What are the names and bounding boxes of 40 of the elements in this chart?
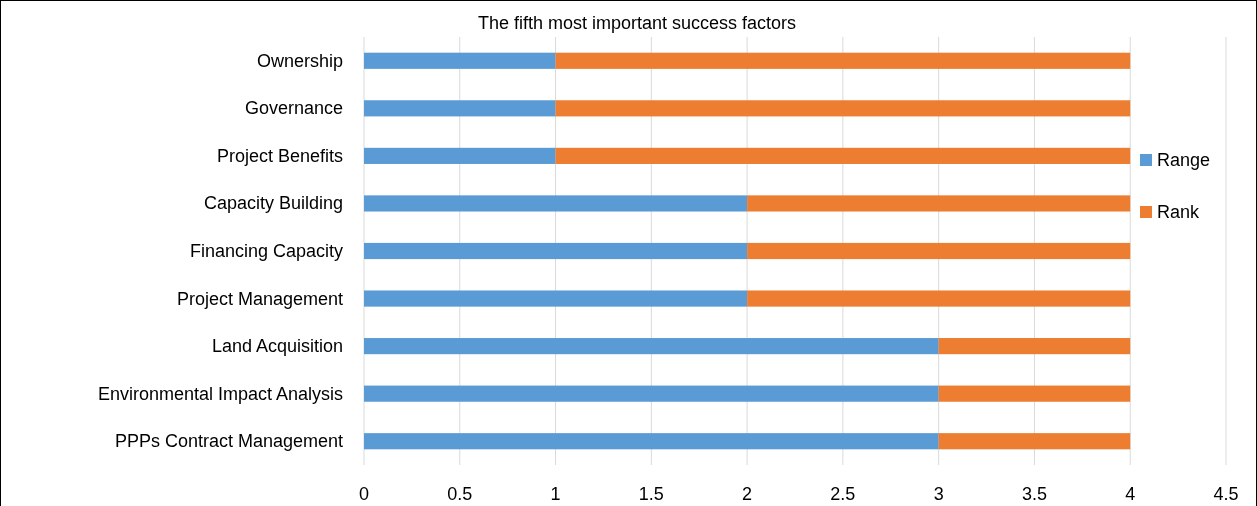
bar (938, 385, 1131, 402)
bar (747, 242, 1131, 260)
x-tick-label: 0.5 (447, 484, 473, 504)
bar (938, 338, 1131, 355)
x-tick-label: 0 (358, 484, 370, 504)
x-tick-label: 4 (1125, 484, 1136, 504)
x-tick-label: 3.5 (1021, 484, 1047, 504)
bar (364, 52, 556, 69)
bar (364, 433, 939, 450)
bar (364, 385, 939, 402)
bar (364, 100, 556, 117)
x-tick-label: 2.5 (830, 484, 856, 504)
bar (555, 147, 1131, 164)
x-tick-label: 4.5 (1213, 484, 1239, 504)
bar (364, 195, 748, 212)
y-tick-label: Project Management (176, 288, 343, 309)
y-tick-label: PPPs Contract Management (114, 431, 343, 452)
y-tick-label: Capacity Building (203, 193, 343, 214)
y-tick-label: Environmental Impact Analysis (97, 383, 343, 404)
bar (364, 338, 939, 355)
bar (364, 242, 748, 260)
bar (364, 147, 556, 164)
x-tick-label: 2 (742, 484, 753, 504)
x-tick-label: 1 (550, 484, 561, 504)
x-tick-label: 3 (933, 484, 944, 504)
x-tick-label: 1.5 (638, 484, 664, 504)
y-tick-label: Ownership (256, 50, 343, 71)
legend-label: Rank (1157, 202, 1201, 222)
chart-title: The fifth most important success factors (477, 13, 797, 33)
bar (747, 195, 1131, 212)
y-tick-label: Land Acquisition (211, 336, 343, 357)
bar (364, 290, 748, 307)
y-tick-label: Project Benefits (216, 145, 343, 166)
bar (555, 52, 1131, 69)
y-tick-label: Financing Capacity (189, 241, 343, 261)
bar (747, 290, 1131, 307)
bar (938, 433, 1131, 450)
bar (555, 100, 1131, 117)
legend-label: Range (1157, 150, 1211, 170)
y-tick-label: Governance (244, 98, 343, 119)
